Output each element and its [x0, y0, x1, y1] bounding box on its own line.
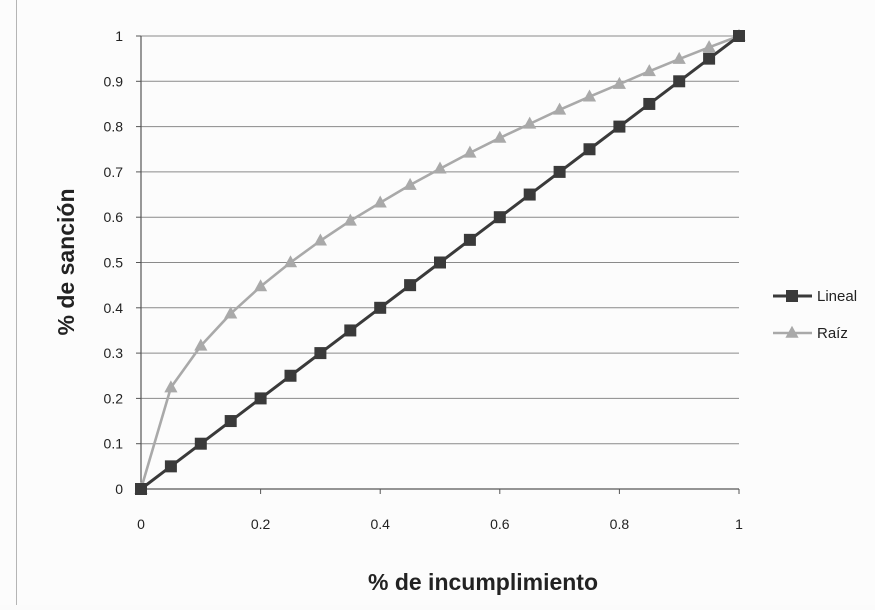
- legend-item-raiz: Raíz: [773, 325, 848, 342]
- data-point-raiz-8: [373, 195, 387, 208]
- axes: [136, 35, 740, 494]
- data-point-raiz-7: [343, 213, 357, 226]
- data-point-raiz-19: [702, 40, 716, 53]
- data-point-lineal-8: [374, 301, 387, 314]
- y-tick-label-10: 1: [115, 28, 123, 44]
- y-tick-label-9: 0.9: [104, 73, 124, 89]
- data-point-lineal-1: [164, 460, 177, 473]
- y-tick-label-0: 0: [115, 481, 123, 497]
- data-point-lineal-16: [613, 120, 626, 133]
- legend: Lineal Raíz: [773, 288, 857, 342]
- data-point-raiz-10: [433, 161, 447, 174]
- data-point-lineal-7: [344, 324, 357, 337]
- data-point-lineal-2: [194, 437, 207, 450]
- y-tick-label-2: 0.2: [104, 390, 124, 406]
- legend-label-raiz: Raíz: [817, 325, 848, 342]
- x-tick-label-5: 1: [735, 516, 743, 532]
- y-tick-label-4: 0.4: [104, 300, 124, 316]
- series-lineal: [135, 30, 745, 495]
- y-tick-label-1: 0.1: [104, 436, 124, 452]
- data-point-raiz-6: [313, 233, 327, 246]
- legend-label-lineal: Lineal: [817, 288, 857, 305]
- data-point-raiz-4: [254, 279, 268, 292]
- legend-marker-lineal: [786, 290, 798, 302]
- data-point-lineal-4: [254, 392, 267, 405]
- data-point-lineal-12: [493, 211, 506, 224]
- x-tick-label-4: 0.8: [610, 516, 630, 532]
- data-point-lineal-10: [434, 256, 446, 269]
- data-point-raiz-5: [283, 255, 298, 268]
- frame-border: [16, 0, 17, 605]
- data-point-lineal-9: [404, 279, 417, 292]
- y-tick-label-8: 0.8: [104, 119, 124, 135]
- legend-marker-raiz: [785, 325, 799, 338]
- data-point-lineal-14: [553, 165, 566, 178]
- y-tick-label-3: 0.3: [104, 345, 124, 361]
- data-point-lineal-5: [284, 369, 297, 382]
- legend-item-lineal: Lineal: [773, 288, 857, 305]
- y-tick-label-6: 0.6: [104, 209, 124, 225]
- y-axis-title: % de sanción: [53, 189, 79, 336]
- data-point-raiz-16: [612, 76, 626, 89]
- data-point-lineal-17: [643, 97, 656, 110]
- data-point-raiz-15: [582, 89, 597, 102]
- data-point-lineal-13: [523, 188, 536, 201]
- data-point-raiz-14: [553, 102, 567, 115]
- data-point-lineal-18: [673, 75, 686, 88]
- data-point-raiz-3: [224, 306, 238, 319]
- data-point-raiz-13: [523, 116, 537, 129]
- data-point-raiz-18: [672, 51, 686, 64]
- data-point-lineal-11: [463, 233, 476, 246]
- data-point-lineal-3: [224, 415, 237, 428]
- x-tick-label-0: 0: [137, 516, 145, 532]
- data-point-lineal-6: [314, 347, 327, 360]
- x-tick-label-2: 0.4: [370, 516, 390, 532]
- data-point-raiz-11: [463, 145, 477, 158]
- data-point-raiz-1: [164, 380, 178, 393]
- data-point-lineal-15: [583, 143, 596, 156]
- y-tick-labels: 0 0.1 0.2 0.3 0.4 0.5 0.6 0.7 0.8 0.9 1: [104, 28, 124, 497]
- gridlines: [141, 35, 739, 445]
- data-point-lineal-0: [135, 483, 147, 495]
- data-point-lineal-19: [703, 52, 716, 65]
- y-tick-label-5: 0.5: [104, 255, 124, 271]
- series-group: [134, 28, 746, 495]
- x-tick-label-3: 0.6: [490, 516, 510, 532]
- x-tick-labels: 0 0.2 0.4 0.6 0.8 1: [137, 516, 743, 532]
- x-axis-title: % de incumplimiento: [368, 569, 598, 595]
- data-point-raiz-2: [194, 338, 208, 351]
- data-point-raiz-9: [403, 177, 417, 190]
- y-tick-label-7: 0.7: [104, 164, 124, 180]
- data-point-raiz-17: [642, 64, 656, 77]
- x-tick-label-1: 0.2: [251, 516, 271, 532]
- data-point-lineal-20: [733, 30, 745, 42]
- data-point-raiz-12: [493, 130, 507, 143]
